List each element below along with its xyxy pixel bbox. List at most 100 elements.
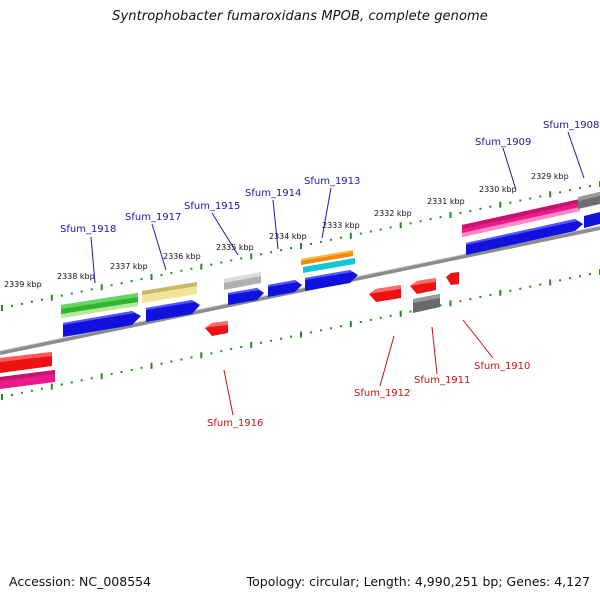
scale-tick-major [499,201,502,208]
leader-line [502,147,517,191]
scale-tick-minor [469,209,472,212]
scale-tick-minor [210,352,213,355]
leader-line [223,369,234,416]
scale-tick-minor [539,195,542,198]
scale-tick-major [50,294,53,301]
scale-tick-minor [319,329,322,332]
gene-label-sfum-1910[interactable]: Sfum_1910 [474,361,530,372]
leader-line [151,223,167,271]
scale-tick-minor [379,316,382,319]
feature-gene-dark-grey-top [578,192,600,201]
feature-gene-magenta-top [0,370,55,381]
scale-tick-minor [469,298,472,301]
scale-tick-minor [140,278,143,281]
scale-tick-minor [120,371,123,373]
feature-gene-pink [462,207,580,237]
scale-label: 2331 kbp [427,197,465,206]
scale-tick-minor [459,211,462,214]
scale-tick-minor [60,294,63,297]
leader-line [462,319,494,359]
scale-tick-major [349,232,352,239]
gene-label-sfum-1909[interactable]: Sfum_1909 [475,137,531,148]
gene-label-sfum-1917[interactable]: Sfum_1917 [125,212,181,223]
scale-tick-minor [310,331,312,334]
scale-tick-major [1,394,3,400]
feature-cds-blue[interactable] [305,270,358,291]
scale-tick-minor [270,339,273,342]
gene-label-sfum-1918[interactable]: Sfum_1918 [60,224,116,235]
feature-gene-cyan[interactable] [303,258,355,273]
scale-tick-major [100,284,103,291]
scale-tick-minor [439,304,442,307]
gene-label-sfum-1914[interactable]: Sfum_1914 [245,188,301,199]
gene-label-sfum-1912[interactable]: Sfum_1912 [354,388,410,399]
feature-gene-red-top [0,352,52,362]
gene-label-sfum-1915[interactable]: Sfum_1915 [184,201,240,212]
scale-tick-minor [280,249,283,252]
scale-tick-minor [90,377,93,380]
scale-tick-minor [70,381,73,384]
scale-tick-minor [529,197,532,200]
leader-line [567,131,585,179]
scale-tick-major [549,191,552,198]
scale-tick-minor [569,189,572,192]
feature-cds-blue[interactable] [146,300,200,322]
leader-line [272,199,279,250]
scale-tick-major [100,373,103,380]
scale-tick-minor [329,238,332,241]
scale-tick-minor [220,350,223,353]
feature-gene-green-top [61,293,138,309]
scale-tick-minor [339,236,342,239]
scale-tick-minor [90,288,93,291]
scale-labels: 2339 kbp 2338 kbp 2337 kbp 2336 kbp 2335… [4,172,569,289]
leader-line [431,326,438,375]
scale-tick-minor [389,314,392,317]
feature-cds-blue[interactable] [584,212,600,228]
gene-label-sfum-1913[interactable]: Sfum_1913 [304,176,360,187]
scale-track-reverse [1,269,600,400]
feature-cds-blue-top [63,311,135,325]
feature-cds-blue-top [466,219,578,245]
scale-tick-minor [290,247,292,250]
scale-tick-minor [120,282,123,285]
scale-tick-major [150,362,153,369]
scale-tick-minor [329,327,332,330]
scale-tick-minor [160,273,163,276]
gene-label-sfum-1916[interactable]: Sfum_1916 [207,418,263,429]
scale-tick-minor [190,267,193,270]
scale-tick-minor [589,185,591,188]
scale-tick-minor [130,368,133,371]
scale-tick-minor [240,346,243,348]
scale-tick-minor [270,251,273,254]
scale-tick-minor [80,290,83,293]
gene-label-sfum-1908[interactable]: Sfum_1908 [543,120,599,131]
scale-tick-minor [260,341,263,344]
scale-tick-minor [80,379,83,382]
scale-tick-minor [220,261,223,264]
scale-tick-major [50,383,53,390]
scale-tick-major [449,300,452,307]
leader-line [211,212,239,256]
feature-cds-blue[interactable] [466,219,583,255]
scale-tick-minor [509,201,512,204]
feature-cds-blue[interactable] [63,311,141,337]
scale-track-forward [1,181,600,311]
feature-gene-khaki-top [142,282,197,295]
scale-tick-major [349,321,352,328]
scale-label: 2339 kbp [4,280,42,289]
scale-tick-minor [369,230,372,233]
feature-cds-blue-top [146,300,195,310]
feature-cds-red[interactable] [446,272,459,285]
scale-tick-minor [260,253,263,256]
scale-label: 2329 kbp [531,172,569,181]
scale-tick-minor [190,356,193,359]
gene-label-sfum-1911[interactable]: Sfum_1911 [414,375,470,386]
scale-label: 2338 kbp [57,272,95,281]
leader-line [379,335,395,387]
scale-tick-minor [290,335,292,338]
scale-tick-major [250,341,253,348]
scale-label: 2332 kbp [374,209,412,218]
scale-tick-major [200,263,203,270]
scale-tick-minor [559,279,562,282]
feature-cds-blue-top [228,288,260,295]
